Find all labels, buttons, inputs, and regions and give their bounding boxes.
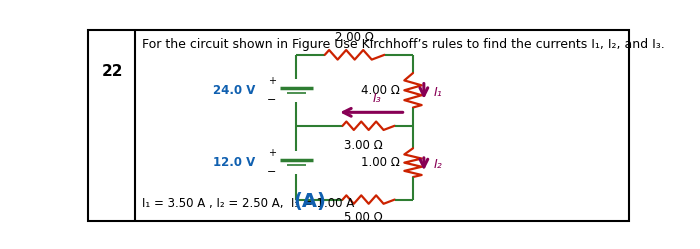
- Text: 2.00 Ω: 2.00 Ω: [335, 31, 374, 44]
- Text: +: +: [267, 76, 276, 86]
- Text: 1.00 Ω: 1.00 Ω: [360, 156, 400, 169]
- Text: 12.0 V: 12.0 V: [214, 156, 256, 169]
- Text: +: +: [267, 148, 276, 158]
- Text: 3.00 Ω: 3.00 Ω: [344, 139, 383, 152]
- Text: 5.00 Ω: 5.00 Ω: [344, 211, 383, 224]
- Text: I₁: I₁: [433, 86, 442, 99]
- Text: 22: 22: [102, 64, 123, 79]
- Text: (A): (A): [294, 192, 326, 211]
- Text: −: −: [267, 95, 276, 105]
- Text: I₂: I₂: [433, 158, 442, 171]
- Text: I₁ = 3.50 A , I₂ = 2.50 A,  I₃ = 1.00 A: I₁ = 3.50 A , I₂ = 2.50 A, I₃ = 1.00 A: [141, 197, 354, 210]
- Text: −: −: [267, 167, 276, 177]
- Text: 24.0 V: 24.0 V: [214, 84, 256, 97]
- Text: I₃: I₃: [372, 92, 382, 105]
- Text: 4.00 Ω: 4.00 Ω: [360, 84, 400, 97]
- Text: For the circuit shown in Figure Use Kirchhoff’s rules to find the currents I₁, I: For the circuit shown in Figure Use Kirc…: [141, 38, 664, 51]
